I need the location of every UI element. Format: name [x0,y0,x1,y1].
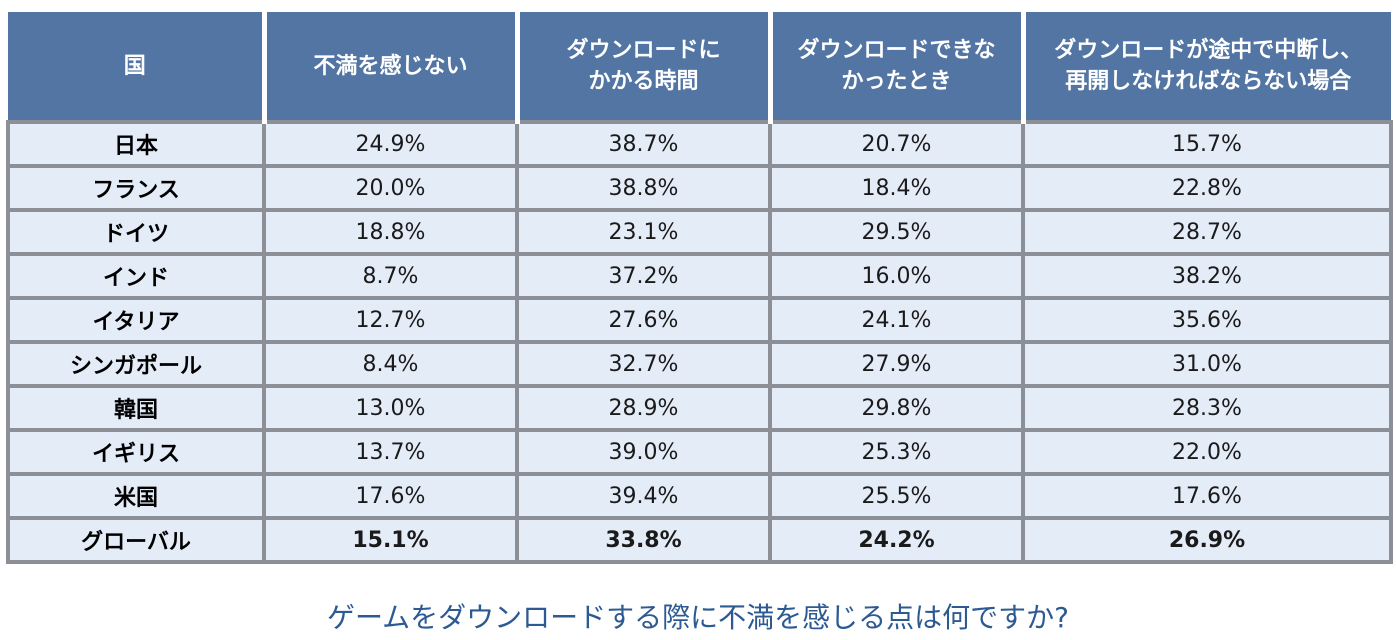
value-cell: 28.3% [1021,384,1393,432]
value-cell: 24.2% [768,516,1025,564]
table-row: イタリア 12.7% 27.6% 24.1% 35.6% [6,296,1393,344]
table-caption: ゲームをダウンロードする際に不満を感じる点は何ですか? [326,601,1070,634]
value-cell: 27.9% [768,340,1025,388]
value-cell: 20.7% [768,120,1025,168]
table-row: 米国 17.6% 39.4% 25.5% 17.6% [6,472,1393,520]
country-cell: インド [6,252,266,300]
value-cell: 35.6% [1021,296,1393,344]
column-header: ダウンロードできな かったとき [767,12,1023,124]
value-cell: 39.0% [515,428,772,476]
value-cell: 33.8% [515,516,772,564]
header-row: 国不満を感じない ダウンロードに かかる時間 ダウンロードできな かったとき ダウンロード… [8,12,1391,124]
value-cell: 8.4% [262,340,519,388]
value-cell: 28.7% [1021,208,1393,256]
column-header: ダウンロードが途中で中断し、 再開しなければならない場合 [1020,12,1391,124]
value-cell: 22.0% [1021,428,1393,476]
value-cell: 8.7% [262,252,519,300]
value-cell: 28.9% [515,384,772,432]
country-cell: シンガポール [6,340,266,388]
value-cell: 27.6% [515,296,772,344]
value-cell: 26.9% [1021,516,1393,564]
table-row: 韓国 13.0% 28.9% 29.8% 28.3% [6,384,1393,432]
value-cell: 13.0% [262,384,519,432]
country-cell: 米国 [6,472,266,520]
table-row: シンガポール 8.4% 32.7% 27.9% 31.0% [6,340,1393,388]
value-cell: 15.1% [262,516,519,564]
column-header: 不満を感じない [261,12,517,124]
table-row: ドイツ 18.8% 23.1% 29.5% 28.7% [6,208,1393,256]
value-cell: 38.8% [515,164,772,212]
survey-table: 国不満を感じない ダウンロードに かかる時間 ダウンロードできな かったとき ダウンロード… [6,12,1393,564]
table-row: フランス 20.0% 38.8% 18.4% 22.8% [6,164,1393,212]
total-row: グローバル 15.1% 33.8% 24.2% 26.9% [6,516,1393,564]
value-cell: 24.9% [262,120,519,168]
value-cell: 25.3% [768,428,1025,476]
value-cell: 29.5% [768,208,1025,256]
value-cell: 15.7% [1021,120,1393,168]
country-cell: 日本 [6,120,266,168]
value-cell: 24.1% [768,296,1025,344]
table-row: インド 8.7% 37.2% 16.0% 38.2% [6,252,1393,300]
value-cell: 25.5% [768,472,1025,520]
value-cell: 31.0% [1021,340,1393,388]
column-header: 国 [8,12,264,124]
value-cell: 37.2% [515,252,772,300]
table-row: イギリス 13.7% 39.0% 25.3% 22.0% [6,428,1393,476]
value-cell: 39.4% [515,472,772,520]
country-cell: イギリス [6,428,266,476]
value-cell: 12.7% [262,296,519,344]
value-cell: 29.8% [768,384,1025,432]
value-cell: 38.2% [1021,252,1393,300]
value-cell: 18.8% [262,208,519,256]
table-row: 日本 24.9% 38.7% 20.7% 15.7% [6,120,1393,168]
value-cell: 22.8% [1021,164,1393,212]
country-cell: グローバル [6,516,266,564]
value-cell: 16.0% [768,252,1025,300]
country-cell: フランス [6,164,266,212]
column-header: ダウンロードに かかる時間 [514,12,770,124]
country-cell: イタリア [6,296,266,344]
value-cell: 38.7% [515,120,772,168]
value-cell: 20.0% [262,164,519,212]
value-cell: 23.1% [515,208,772,256]
value-cell: 13.7% [262,428,519,476]
value-cell: 17.6% [1021,472,1393,520]
value-cell: 17.6% [262,472,519,520]
value-cell: 32.7% [515,340,772,388]
value-cell: 18.4% [768,164,1025,212]
country-cell: 韓国 [6,384,266,432]
country-cell: ドイツ [6,208,266,256]
